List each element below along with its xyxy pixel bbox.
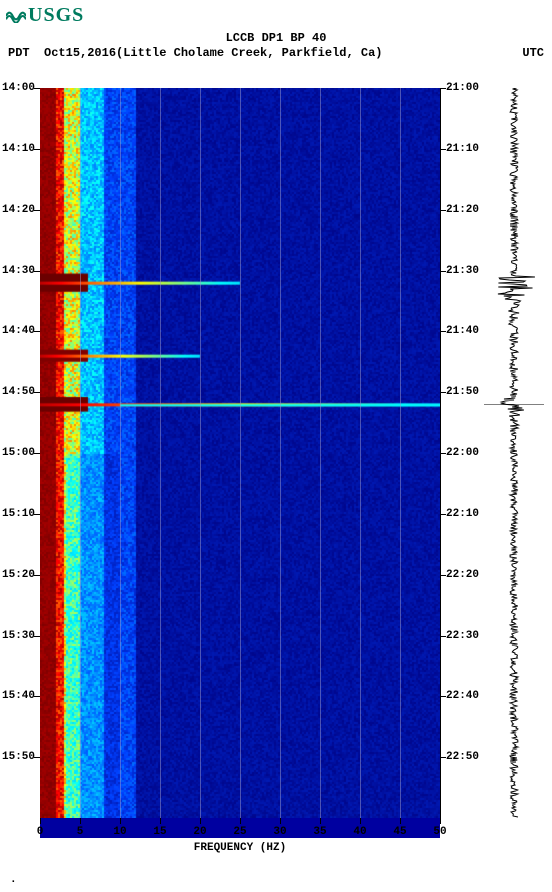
subtitle-left: PDT Oct15,2016(Little Cholame Creek, Par… [8, 46, 382, 60]
time-label-left: 15:20 [2, 569, 35, 581]
time-label-left: 15:30 [2, 630, 35, 642]
time-label-left: 15:00 [2, 447, 35, 459]
time-label-left: 15:40 [2, 690, 35, 702]
spectrogram-plot [40, 88, 440, 838]
time-label-left: 14:50 [2, 386, 35, 398]
footer-marker: . [10, 874, 17, 886]
seismogram-trace [484, 88, 544, 818]
time-label-right: 22:10 [446, 508, 479, 520]
usgs-wave-icon [6, 9, 26, 23]
time-label-left: 14:40 [2, 325, 35, 337]
time-label-right: 21:50 [446, 386, 479, 398]
chart-subtitle-row: PDT Oct15,2016(Little Cholame Creek, Par… [0, 46, 552, 60]
chart-titles: LCCB DP1 BP 40 [0, 31, 552, 46]
chart-title-1: LCCB DP1 BP 40 [0, 31, 552, 46]
time-label-right: 22:00 [446, 447, 479, 459]
time-label-right: 21:10 [446, 143, 479, 155]
time-label-right: 22:40 [446, 690, 479, 702]
time-label-right: 21:00 [446, 82, 479, 94]
usgs-logo-text: USGS [28, 4, 84, 27]
header-logo-row: USGS [0, 0, 552, 31]
time-label-left: 14:10 [2, 143, 35, 155]
time-label-left: 14:00 [2, 82, 35, 94]
time-label-right: 22:20 [446, 569, 479, 581]
subtitle-right: UTC [522, 46, 544, 60]
time-label-right: 22:50 [446, 751, 479, 763]
time-label-right: 21:40 [446, 325, 479, 337]
time-label-left: 14:20 [2, 204, 35, 216]
time-label-right: 21:30 [446, 265, 479, 277]
x-axis-label: FREQUENCY (HZ) [40, 842, 440, 854]
time-label-left: 15:50 [2, 751, 35, 763]
time-label-right: 21:20 [446, 204, 479, 216]
time-label-right: 22:30 [446, 630, 479, 642]
time-label-left: 15:10 [2, 508, 35, 520]
time-label-left: 14:30 [2, 265, 35, 277]
